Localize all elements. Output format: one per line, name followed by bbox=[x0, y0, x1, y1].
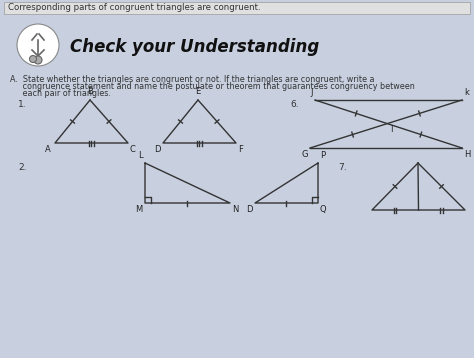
Text: D: D bbox=[155, 145, 161, 154]
FancyBboxPatch shape bbox=[4, 2, 470, 14]
Text: each pair of triangles.: each pair of triangles. bbox=[10, 89, 111, 98]
Text: 7.: 7. bbox=[338, 163, 346, 172]
Text: B: B bbox=[87, 87, 93, 96]
Text: N: N bbox=[232, 205, 238, 214]
Text: L: L bbox=[138, 151, 143, 160]
Text: congruence statement and name the postulate or theorem that guarantees congruenc: congruence statement and name the postul… bbox=[10, 82, 415, 91]
Circle shape bbox=[29, 55, 36, 63]
Text: 1.: 1. bbox=[18, 100, 27, 109]
Text: G: G bbox=[301, 150, 308, 159]
Text: Q: Q bbox=[320, 205, 327, 214]
Text: F: F bbox=[238, 145, 243, 154]
Text: J: J bbox=[310, 88, 313, 97]
Text: I: I bbox=[390, 125, 393, 134]
Circle shape bbox=[34, 56, 42, 64]
Text: E: E bbox=[195, 87, 201, 96]
Text: C: C bbox=[130, 145, 136, 154]
Text: 6.: 6. bbox=[290, 100, 299, 109]
Text: Check your Understanding: Check your Understanding bbox=[70, 38, 319, 56]
Text: M: M bbox=[135, 205, 142, 214]
Text: A.  State whether the triangles are congruent or not. If the triangles are congr: A. State whether the triangles are congr… bbox=[10, 75, 374, 84]
Text: Corresponding parts of congruent triangles are congruent.: Corresponding parts of congruent triangl… bbox=[8, 4, 261, 13]
Text: k: k bbox=[464, 88, 469, 97]
Text: H: H bbox=[464, 150, 470, 159]
Circle shape bbox=[17, 24, 59, 66]
Text: 2.: 2. bbox=[18, 163, 27, 172]
Text: P: P bbox=[320, 151, 325, 160]
Text: D: D bbox=[246, 205, 253, 214]
Text: A: A bbox=[45, 145, 51, 154]
